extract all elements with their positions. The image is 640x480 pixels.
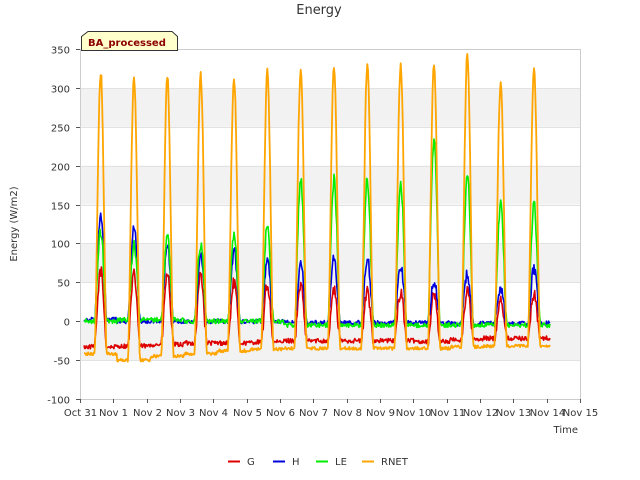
y-axis-ticks: -100 -50 0 50 100 150 200 250 300 350 xyxy=(47,46,80,407)
x-tick-label-10: Nov 10 xyxy=(396,408,431,419)
x-tick-label-5: Nov 5 xyxy=(233,408,262,419)
x-tick-label-1: Nov 1 xyxy=(99,408,128,419)
x-tick-label-6: Nov 6 xyxy=(266,408,295,419)
series-lines xyxy=(83,53,551,363)
x-axis-label: Time xyxy=(553,425,578,436)
y-tick-label-2: 0 xyxy=(64,318,70,329)
legend-item-le: LE xyxy=(316,457,347,468)
x-tick-label-14: Nov 14 xyxy=(530,408,565,419)
plot-frame xyxy=(80,49,581,400)
legend-label-rnet: RNET xyxy=(381,457,409,468)
x-tick-label-2: Nov 2 xyxy=(133,408,162,419)
legend: G H LE RNET xyxy=(228,457,409,468)
y-tick-label-6: 200 xyxy=(51,163,70,174)
legend-item-g: G xyxy=(228,457,255,468)
x-tick-label-11: Nov 11 xyxy=(430,408,465,419)
x-tick-label-3: Nov 3 xyxy=(166,408,195,419)
series-line-rnet xyxy=(83,53,551,363)
x-tick-label-12: Nov 12 xyxy=(463,408,498,419)
y-tick-label-0: -100 xyxy=(47,396,70,407)
y-tick-label-7: 250 xyxy=(51,124,70,135)
x-axis-ticks: Oct 31 Nov 1 Nov 2 Nov 3 Nov 4 Nov 5 Nov 6 Nov … xyxy=(64,399,598,419)
y-tick-label-1: -50 xyxy=(54,357,70,368)
x-tick-label-7: Nov 7 xyxy=(299,408,328,419)
chart-title: Energy xyxy=(296,3,342,18)
x-tick-label-9: Nov 9 xyxy=(366,408,395,419)
badge-text: BA_processed xyxy=(88,38,166,49)
y-tick-label-9: 350 xyxy=(51,46,70,57)
legend-item-rnet: RNET xyxy=(362,457,409,468)
band-7 xyxy=(80,87,580,127)
y-tick-label-4: 100 xyxy=(51,240,70,251)
x-tick-label-8: Nov 8 xyxy=(333,408,362,419)
legend-item-h: H xyxy=(273,457,300,468)
y-tick-label-5: 150 xyxy=(51,202,70,213)
y-tick-label-8: 300 xyxy=(51,85,70,96)
y-axis-label: Energy (W/m2) xyxy=(9,186,20,261)
legend-label-h: H xyxy=(292,457,300,468)
x-tick-label-15: Nov 15 xyxy=(563,408,598,419)
legend-label-g: G xyxy=(247,457,255,468)
x-tick-label-4: Nov 4 xyxy=(199,408,228,419)
processed-badge: BA_processed xyxy=(81,31,178,51)
y-tick-label-3: 50 xyxy=(57,279,70,290)
legend-label-le: LE xyxy=(335,457,347,468)
x-tick-label-13: Nov 13 xyxy=(496,408,531,419)
x-tick-label-0: Oct 31 xyxy=(64,408,97,419)
